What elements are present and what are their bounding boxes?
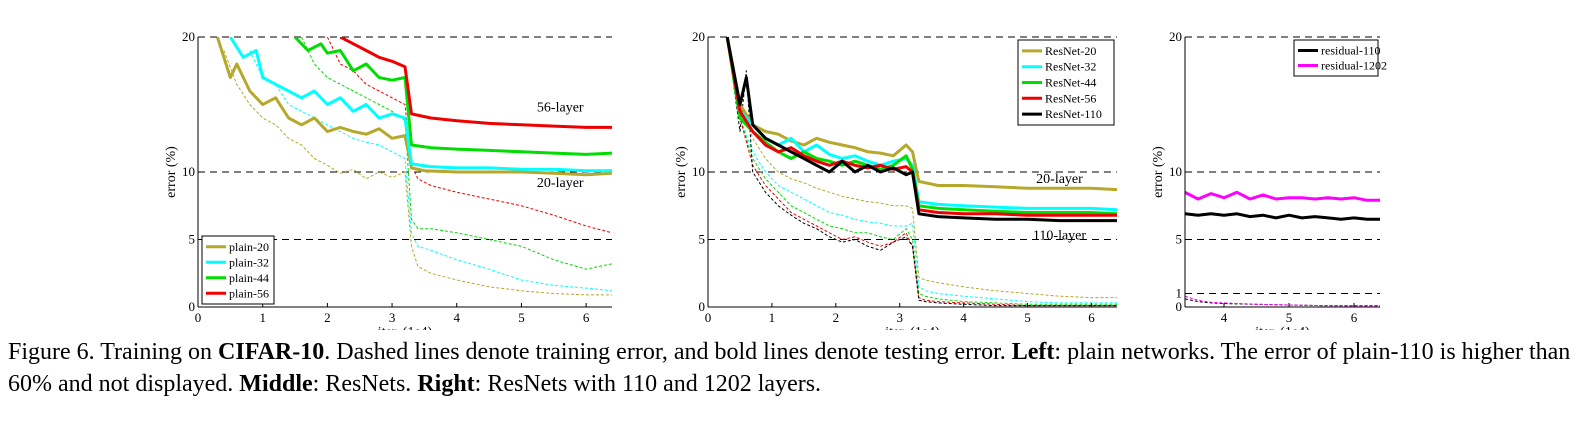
series-residual-1202-train bbox=[1185, 295, 1380, 307]
middle-panel-resnets: 0 1 2 3 4 5 6 0 5 10 20 iter. (1e4) error (%) 20-laye… bbox=[674, 29, 1117, 330]
caption-text-2: : plain networks. The error of plain-110… bbox=[8, 339, 1571, 397]
series-group bbox=[215, 37, 612, 296]
x-tick-label-5: 5 bbox=[518, 310, 525, 325]
x-tick-label-4: 4 bbox=[1221, 310, 1228, 325]
caption-prefix: Figure 6. Training on bbox=[8, 339, 219, 365]
caption-text-1: . Dashed lines denote training error, an… bbox=[324, 339, 1012, 365]
series-group bbox=[725, 37, 1117, 307]
legend-label-plain-32: plain-32 bbox=[229, 255, 269, 269]
series-group bbox=[1185, 190, 1380, 307]
series-plain-44-test bbox=[293, 37, 612, 156]
figure-charts: 0123456051020iter. (1e4)error (%)56-laye… bbox=[164, 29, 1387, 330]
x-tick-label-6: 6 bbox=[1351, 310, 1358, 325]
caption-middle-label: Middle bbox=[239, 371, 313, 397]
x-tick-label-3: 3 bbox=[896, 310, 903, 325]
figure-caption: Figure 6. Training on CIFAR-10. Dashed l… bbox=[8, 336, 1588, 400]
left-panel-plain-networks: 0 1 2 3 4 5 6 0 5 10 20 iter. (1e4) error (%) 56-laye… bbox=[164, 29, 612, 330]
series-residual-110-test bbox=[1185, 212, 1380, 221]
legend-label-plain-56: plain-56 bbox=[229, 286, 269, 300]
y-tick-label-1: 1 bbox=[1176, 286, 1183, 301]
x-axis-label: iter. (1e4) bbox=[378, 325, 433, 330]
x-tick-label-1: 1 bbox=[259, 310, 266, 325]
x-tick-label-1: 1 bbox=[769, 310, 776, 325]
y-tick-label-5: 5 bbox=[1176, 232, 1183, 247]
series-resnet-56-test bbox=[725, 37, 1117, 217]
series-plain-20-test bbox=[215, 37, 612, 177]
x-tick-label-2: 2 bbox=[324, 310, 331, 325]
series-resnet-110-test bbox=[725, 37, 1117, 223]
legend-label-plain-44: plain-44 bbox=[229, 271, 269, 285]
y-tick-label-20: 20 bbox=[1169, 29, 1182, 44]
legend-label-resnet-32: ResNet-32 bbox=[1045, 60, 1096, 74]
y-axis-label: error (%) bbox=[674, 146, 689, 198]
y-tick-label-0: 0 bbox=[1176, 299, 1183, 314]
series-plain-44-train bbox=[301, 37, 612, 270]
x-tick-label-5: 5 bbox=[1024, 310, 1031, 325]
annotation-56-layer: 56-layer bbox=[537, 100, 584, 115]
y-tick-label-10: 10 bbox=[1169, 164, 1182, 179]
series-resnet-110-train bbox=[726, 37, 1117, 307]
caption-right-label: Right bbox=[417, 371, 475, 397]
caption-dataset: CIFAR-10 bbox=[218, 339, 325, 365]
caption-text-3: : ResNets. bbox=[312, 371, 418, 397]
legend-box bbox=[1293, 39, 1379, 77]
legend-label-resnet-110: ResNet-110 bbox=[1045, 107, 1102, 121]
y-tick-label-0: 0 bbox=[189, 299, 196, 314]
x-tick-label-4: 4 bbox=[960, 310, 967, 325]
annotation-20-layer: 20-layer bbox=[537, 176, 584, 191]
x-tick-label-5: 5 bbox=[1286, 310, 1293, 325]
x-tick-label-2: 2 bbox=[833, 310, 840, 325]
x-axis-label: iter. (1e4) bbox=[1255, 325, 1310, 330]
caption-left-label: Left bbox=[1011, 339, 1055, 365]
series-plain-56-test bbox=[339, 37, 612, 129]
legend-label-plain-20: plain-20 bbox=[229, 240, 269, 254]
legend-label-residual-110: residual-110 bbox=[1321, 44, 1381, 58]
series-plain-56-train bbox=[326, 37, 612, 234]
legend-label-resnet-56: ResNet-56 bbox=[1045, 91, 1096, 105]
series-resnet-44-train bbox=[726, 37, 1117, 305]
x-tick-label-0: 0 bbox=[195, 310, 202, 325]
x-tick-label-4: 4 bbox=[454, 310, 461, 325]
right-panel-residual-110-1202: 4 5 6 01 5 10 20 iter. (1e4) error (%) residual-1… bbox=[1151, 29, 1387, 330]
legend-label-residual-1202: residual-1202 bbox=[1321, 59, 1387, 73]
y-tick-label-10: 10 bbox=[692, 164, 705, 179]
y-tick-label-20: 20 bbox=[692, 29, 705, 44]
y-tick-label-10: 10 bbox=[182, 164, 195, 179]
y-axis-label: error (%) bbox=[164, 146, 179, 198]
x-tick-label-3: 3 bbox=[389, 310, 396, 325]
series-resnet-20-train bbox=[726, 37, 1117, 299]
series-plain-32-train bbox=[249, 50, 612, 292]
x-axis-label: iter. (1e4) bbox=[885, 325, 940, 330]
y-tick-label-0: 0 bbox=[699, 299, 706, 314]
series-plain-32-test bbox=[229, 37, 612, 173]
y-axis-label: error (%) bbox=[1151, 146, 1166, 198]
series-resnet-56-train bbox=[726, 37, 1117, 307]
annotation-110-layer: 110-layer bbox=[1033, 229, 1086, 244]
x-tick-label-6: 6 bbox=[1088, 310, 1095, 325]
annotation-20-layer: 20-layer bbox=[1036, 172, 1083, 187]
x-tick-label-6: 6 bbox=[583, 310, 590, 325]
caption-text-4: : ResNets with 110 and 1202 layers. bbox=[474, 371, 822, 397]
y-tick-label-20: 20 bbox=[182, 29, 195, 44]
series-residual-1202-test bbox=[1185, 190, 1380, 202]
legend-label-resnet-20: ResNet-20 bbox=[1045, 44, 1096, 58]
series-plain-20-train bbox=[223, 50, 612, 296]
series-resnet-20-test bbox=[725, 37, 1117, 192]
y-tick-label-5: 5 bbox=[699, 232, 706, 247]
x-tick-label-0: 0 bbox=[705, 310, 712, 325]
legend-label-resnet-44: ResNet-44 bbox=[1045, 76, 1096, 90]
series-resnet-32-train bbox=[726, 37, 1117, 304]
y-tick-label-5: 5 bbox=[189, 232, 196, 247]
